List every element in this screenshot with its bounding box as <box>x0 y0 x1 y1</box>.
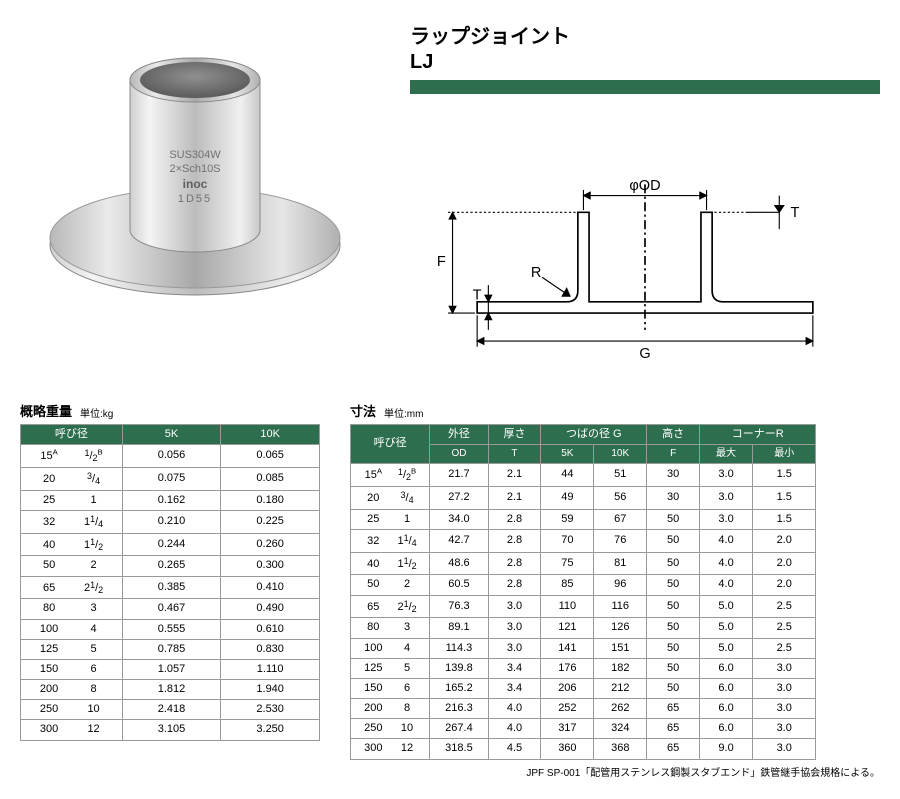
weight-table: 呼び径 5K 10K 15A1/2B0.0560.065203/40.0750.… <box>20 424 320 741</box>
dim-hdr-od-sub: OD <box>430 444 488 463</box>
dim-hdr-g5: 5K <box>541 444 594 463</box>
table-row: 4011/20.2440.260 <box>21 533 320 556</box>
dim-table-block: 寸法 単位:mm 呼び径 外径 厚さ つばの径 G 高さ コーナーR OD <box>350 401 880 779</box>
dim-hdr-rmin: 最小 <box>752 444 815 463</box>
info-column: ラップジョイント LJ φOD <box>410 20 880 361</box>
table-row: 2510.1620.180 <box>21 490 320 510</box>
table-row: 2008216.34.0252262656.03.0 <box>351 699 880 719</box>
dim-hdr-t-sub: T <box>488 444 541 463</box>
weight-hdr-nominal: 呼び径 <box>21 424 123 444</box>
dim-hdr-g: つばの径 G <box>541 424 647 444</box>
svg-text:T: T <box>473 288 482 304</box>
table-row: 6521/276.33.0110116505.02.5 <box>351 595 880 618</box>
table-row: 1004114.33.0141151505.02.5 <box>351 638 880 658</box>
dim-table: 呼び径 外径 厚さ つばの径 G 高さ コーナーR OD T 5K 10K F … <box>350 424 880 760</box>
dim-table-title: 寸法 <box>350 401 376 420</box>
svg-text:φOD: φOD <box>629 178 660 194</box>
table-row: 203/427.22.14956303.01.5 <box>351 486 880 509</box>
dim-table-unit: 単位:mm <box>384 405 423 420</box>
dim-hdr-od: 外径 <box>430 424 488 444</box>
table-row: 15A1/2B21.72.14451303.01.5 <box>351 463 880 486</box>
table-row: 50260.52.88596504.02.0 <box>351 575 880 595</box>
table-row: 15061.0571.110 <box>21 659 320 679</box>
table-row: 300123.1053.250 <box>21 720 320 740</box>
table-row: 203/40.0750.085 <box>21 467 320 490</box>
svg-text:SUS304W: SUS304W <box>169 149 221 161</box>
dim-hdr-f-sub: F <box>647 444 700 463</box>
table-row: 20081.8121.940 <box>21 680 320 700</box>
svg-text:F: F <box>437 254 446 270</box>
dim-hdr-f: 高さ <box>647 424 700 444</box>
table-row: 1255139.83.4176182506.03.0 <box>351 658 880 678</box>
weight-table-title: 概略重量 <box>20 401 72 420</box>
weight-hdr-5k: 5K <box>122 424 221 444</box>
svg-text:G: G <box>639 346 650 358</box>
weight-table-block: 概略重量 単位:kg 呼び径 5K 10K 15A1/2B0.0560.0652… <box>20 401 320 741</box>
dim-hdr-rmax: 最大 <box>700 444 753 463</box>
footnote: JPF SP-001「配管用ステンレス鋼製スタブエンド」鉄管継手協会規格による。 <box>350 764 880 779</box>
dim-hdr-g10: 10K <box>594 444 647 463</box>
title-code: LJ <box>410 51 880 74</box>
weight-table-unit: 単位:kg <box>80 405 113 420</box>
dim-hdr-t: 厚さ <box>488 424 541 444</box>
table-row: 3211/442.72.87076504.02.0 <box>351 529 880 552</box>
weight-hdr-10k: 10K <box>221 424 320 444</box>
table-row: 8030.4670.490 <box>21 599 320 619</box>
svg-text:inoc: inoc <box>183 177 208 191</box>
tables-row: 概略重量 単位:kg 呼び径 5K 10K 15A1/2B0.0560.0652… <box>20 401 880 779</box>
table-row: 4011/248.62.87581504.02.0 <box>351 552 880 575</box>
table-row: 15A1/2B0.0560.065 <box>21 444 320 467</box>
table-row: 10040.5550.610 <box>21 619 320 639</box>
svg-text:T: T <box>790 205 799 221</box>
table-row: 30012318.54.5360368659.03.0 <box>351 739 880 759</box>
svg-text:2×Sch10S: 2×Sch10S <box>169 163 220 175</box>
table-row: 5020.2650.300 <box>21 556 320 576</box>
title-japanese: ラップジョイント <box>410 20 880 49</box>
dimension-diagram: φOD T F T <box>410 134 880 358</box>
top-section: SUS304W 2×Sch10S inoc 1D55 ラップジョイント LJ <box>20 20 880 361</box>
photo-column: SUS304W 2×Sch10S inoc 1D55 <box>20 20 370 361</box>
table-row: 25134.02.85967503.01.5 <box>351 509 880 529</box>
table-row: 3211/40.2100.225 <box>21 510 320 533</box>
table-row: 1506165.23.4206212506.03.0 <box>351 678 880 698</box>
dim-hdr-nominal: 呼び径 <box>351 424 430 463</box>
dim-hdr-r: コーナーR <box>700 424 816 444</box>
table-row: 80389.13.0121126505.02.5 <box>351 618 880 638</box>
title-greenbar <box>410 80 880 94</box>
table-row: 25010267.44.0317324656.03.0 <box>351 719 880 739</box>
svg-text:R: R <box>531 265 542 281</box>
product-photo: SUS304W 2×Sch10S inoc 1D55 <box>20 20 370 310</box>
svg-text:1D55: 1D55 <box>178 193 212 205</box>
table-row: 12550.7850.830 <box>21 639 320 659</box>
table-row: 250102.4182.530 <box>21 700 320 720</box>
table-row: 6521/20.3850.410 <box>21 576 320 599</box>
